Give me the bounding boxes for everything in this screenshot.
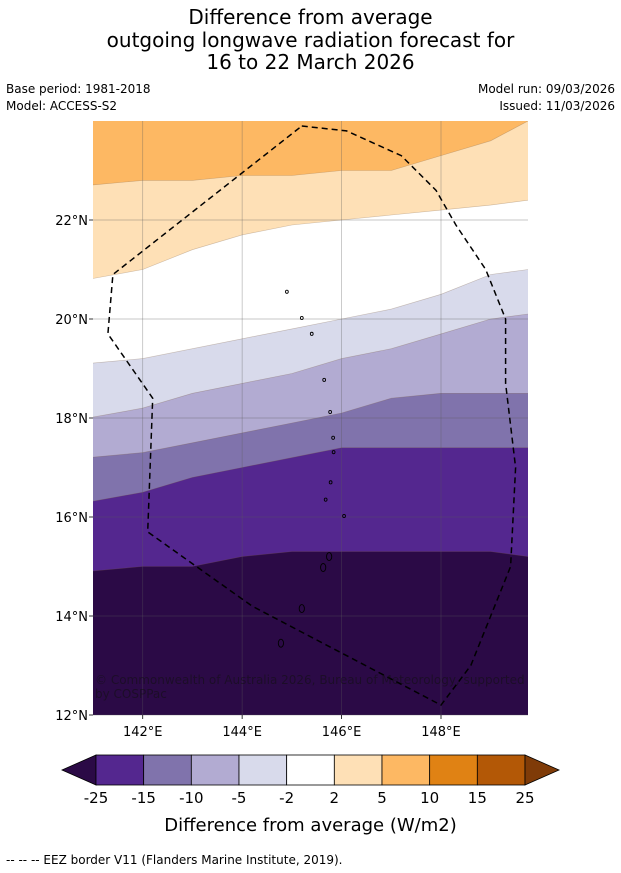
island-guguan bbox=[331, 450, 336, 455]
colorbar-tick--10: -10 bbox=[179, 789, 204, 807]
colorbar-segment--15_-10 bbox=[143, 754, 192, 786]
island-maug bbox=[299, 315, 304, 321]
x-tick-label-146: 146°E bbox=[322, 725, 362, 740]
x-tick-label-144: 144°E bbox=[222, 725, 262, 740]
colorbar-segment-5_10 bbox=[381, 754, 431, 786]
colorbar-segment--5_-2 bbox=[238, 754, 288, 786]
title-line-2: outgoing longwave radiation forecast for bbox=[106, 27, 515, 52]
colorbar-tick--15: -15 bbox=[131, 789, 156, 807]
islands bbox=[277, 289, 346, 648]
copyright-line-2: by COSPPac bbox=[95, 687, 167, 701]
colorbar-tick-10: 10 bbox=[420, 789, 439, 807]
island-rota bbox=[298, 604, 305, 614]
y-tick-label-22: 22°N bbox=[55, 214, 88, 229]
island-farallon-de-medinilla bbox=[342, 513, 346, 519]
colorbar-label: Difference from average (W/m2) bbox=[164, 815, 456, 836]
issued-date: Issued: 11/03/2026 bbox=[499, 99, 615, 113]
y-tick-label-20: 20°N bbox=[55, 313, 88, 328]
y-tick-label-12: 12°N bbox=[55, 709, 88, 724]
meta-right: Model run: 09/03/2026 Issued: 11/03/2026 bbox=[478, 81, 615, 115]
colorbar-segment-2_5 bbox=[333, 754, 383, 786]
colorbar-extend-low bbox=[61, 754, 97, 786]
colorbar-tick-25: 25 bbox=[515, 789, 534, 807]
colorbar-tick--2: -2 bbox=[279, 789, 294, 807]
y-tick-label-18: 18°N bbox=[55, 412, 88, 427]
contour-fills bbox=[93, 121, 528, 715]
y-tick-label-14: 14°N bbox=[55, 610, 88, 625]
eez-footnote: -- -- -- EEZ border V11 (Flanders Marine… bbox=[6, 853, 343, 867]
island-anatahan bbox=[323, 497, 328, 502]
colorbar-segment-15_25 bbox=[476, 754, 526, 786]
eez-border-line bbox=[107, 125, 517, 707]
map-area: © Commonwealth of Australia 2026, Bureau… bbox=[93, 121, 528, 716]
colorbar-segment--25_-15 bbox=[95, 754, 145, 786]
island-pagan bbox=[328, 410, 332, 415]
island-guam bbox=[277, 638, 284, 648]
copyright-line-1: © Commonwealth of Australia 2026, Bureau… bbox=[95, 673, 525, 687]
base-period: Base period: 1981-2018 bbox=[6, 82, 151, 96]
meta-left: Base period: 1981-2018 Model: ACCESS-S2 bbox=[6, 81, 151, 115]
title-line-3: 16 to 22 March 2026 bbox=[206, 50, 415, 74]
map-axes: 142°E 144°E 146°E 148°E 12°N 14°N 16°N 18°N 20°N… bbox=[55, 214, 461, 740]
island-saipan bbox=[326, 552, 333, 562]
colorbar-tick--25: -25 bbox=[84, 789, 109, 807]
x-tick-label-142: 142°E bbox=[123, 725, 163, 740]
colorbar-tick-2: 2 bbox=[330, 789, 340, 807]
y-tick-label-16: 16°N bbox=[55, 511, 88, 526]
chart-title: Difference from average outgoing longwav… bbox=[0, 6, 621, 74]
island-sarigan bbox=[328, 480, 333, 485]
island-asuncion bbox=[309, 331, 314, 336]
band-below--25 bbox=[93, 551, 528, 715]
colorbar-tick-5: 5 bbox=[377, 789, 387, 807]
island-tinian bbox=[320, 563, 327, 572]
island-alamagan bbox=[331, 435, 335, 440]
colorbar-segment--10_-5 bbox=[190, 754, 240, 786]
colorbar-segment--2_2 bbox=[286, 754, 335, 786]
colorbar-tick--5: -5 bbox=[232, 789, 247, 807]
gridlines bbox=[93, 121, 528, 716]
colorbar-extend-high bbox=[524, 754, 560, 786]
colorbar-tick-15: 15 bbox=[468, 789, 487, 807]
colorbar-segment-10_15 bbox=[429, 754, 478, 786]
title-line-1: Difference from average bbox=[188, 5, 433, 29]
island-agrihan bbox=[322, 377, 327, 382]
model-name: Model: ACCESS-S2 bbox=[6, 99, 118, 113]
model-run: Model run: 09/03/2026 bbox=[477, 82, 615, 96]
island-farallon-de-pajaros bbox=[285, 289, 289, 294]
x-tick-label-148: 148°E bbox=[421, 725, 461, 740]
